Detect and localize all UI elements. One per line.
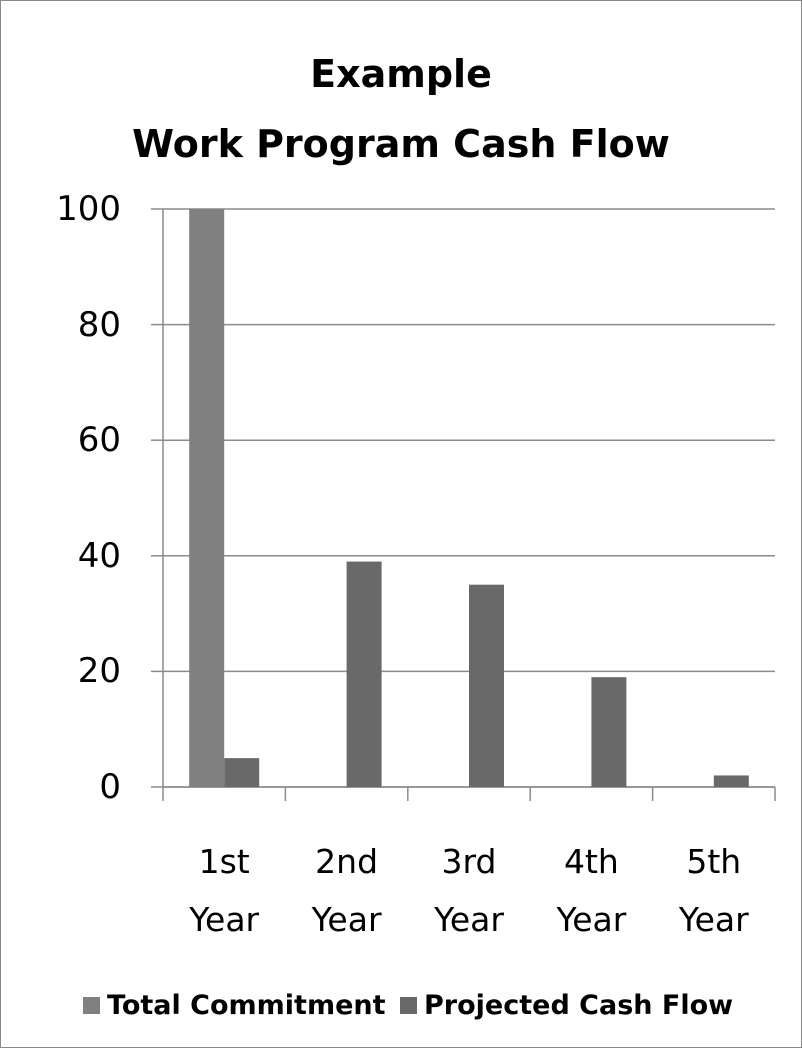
bar (469, 584, 504, 787)
bar (713, 775, 749, 787)
y-tick-label: 40 (77, 535, 121, 576)
x-tick-label: 3rd Year (434, 842, 504, 939)
x-tick-label: 1st Year (189, 842, 260, 939)
y-tick-label: 20 (77, 651, 121, 692)
x-tick-label: 5th Year (678, 842, 749, 939)
chart-title: Example Work Program Cash Flow (132, 52, 670, 166)
x-tick-label: 4th Year (556, 842, 627, 939)
legend-label: Total Commitment (107, 990, 386, 1021)
legend-swatch (400, 997, 417, 1014)
bar (224, 758, 260, 787)
bar (346, 561, 382, 787)
y-tick-label: 60 (77, 420, 121, 461)
bar (189, 209, 225, 787)
legend-label: Projected Cash Flow (424, 990, 734, 1021)
legend-swatch (83, 997, 100, 1014)
y-tick-label: 80 (77, 304, 121, 345)
bar (591, 677, 627, 787)
x-tick-label: 2nd Year (311, 842, 382, 939)
y-tick-label: 0 (99, 767, 121, 807)
y-tick-label: 100 (56, 189, 121, 229)
